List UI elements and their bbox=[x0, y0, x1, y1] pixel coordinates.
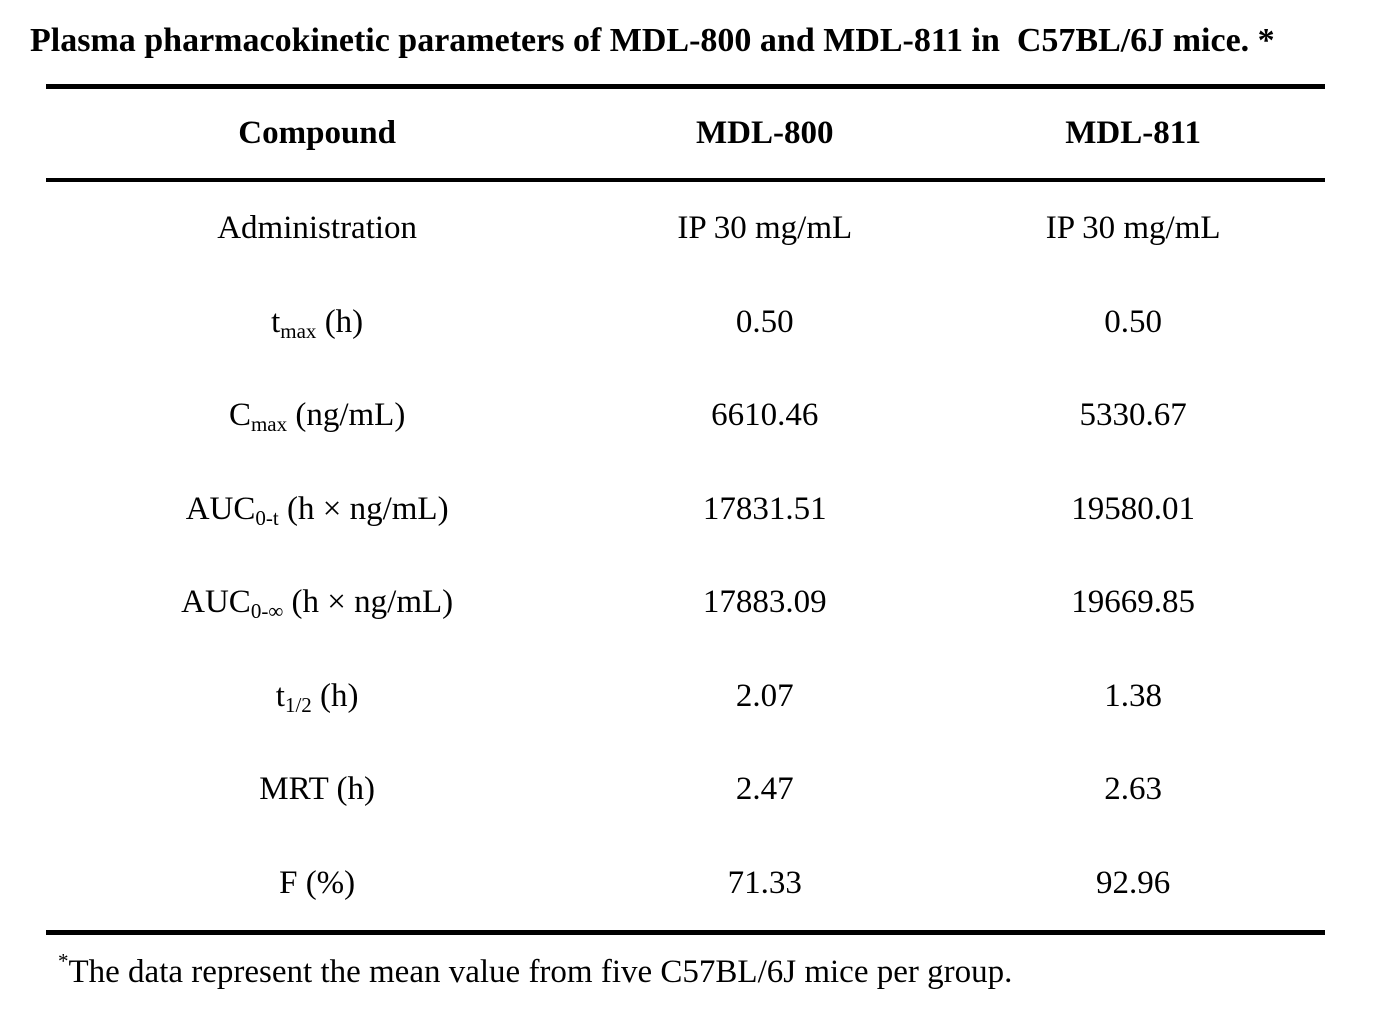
mdl811-value: 5330.67 bbox=[1079, 397, 1187, 434]
footnote-marker: * bbox=[58, 949, 69, 973]
param-label-sub: max bbox=[250, 412, 288, 437]
mdl811-value: 92.96 bbox=[1096, 864, 1171, 901]
mdl800-value: IP 30 mg/mL bbox=[677, 210, 853, 247]
mdl800-value: 0.50 bbox=[735, 303, 794, 340]
param-label: Cmax (ng/mL) bbox=[46, 397, 588, 437]
param-label: Administration bbox=[46, 210, 588, 247]
param-label: F (%) bbox=[46, 865, 588, 902]
param-label-unit: (h) bbox=[311, 677, 359, 714]
header-compound: Compound bbox=[238, 115, 396, 151]
mdl800-value: 2.07 bbox=[735, 677, 794, 714]
table-row-f: F (%) 71.33 92.96 bbox=[46, 837, 1325, 931]
table-bottom-rule bbox=[46, 930, 1325, 935]
table-top-rule bbox=[46, 84, 1325, 89]
table-header-rule bbox=[46, 178, 1325, 182]
param-label-text: F (%) bbox=[279, 864, 356, 901]
mdl800-value: 17883.09 bbox=[702, 584, 827, 621]
table-row-auc0inf: AUC0-∞ (h × ng/mL) 17883.09 19669.85 bbox=[46, 556, 1325, 650]
mdl811-value: 2.63 bbox=[1104, 771, 1162, 808]
param-label: t1/2 (h) bbox=[46, 677, 588, 717]
param-label-sub: 1/2 bbox=[284, 692, 312, 717]
param-label-unit: (h) bbox=[316, 303, 364, 340]
param-label-unit: (h × ng/mL) bbox=[278, 490, 449, 527]
table-row-administration: Administration IP 30 mg/mL IP 30 mg/mL bbox=[46, 182, 1325, 276]
table-row-mrt: MRT (h) 2.47 2.63 bbox=[46, 743, 1325, 837]
param-label: AUC0-∞ (h × ng/mL) bbox=[46, 584, 588, 624]
mdl800-value: 6610.46 bbox=[711, 397, 819, 434]
mdl811-value: IP 30 mg/mL bbox=[1045, 210, 1221, 247]
param-label: AUC0-t (h × ng/mL) bbox=[46, 490, 588, 530]
table-row-tmax: tmax (h) 0.50 0.50 bbox=[46, 276, 1325, 370]
pk-parameters-table: Compound MDL-800 MDL-811 Administration … bbox=[46, 84, 1325, 935]
param-label-sub: 0-t bbox=[255, 505, 279, 530]
param-label-text: AUC bbox=[185, 490, 256, 527]
param-label-text: C bbox=[228, 397, 251, 434]
param-label-unit: (ng/mL) bbox=[287, 397, 406, 434]
table-row-auc0t: AUC0-t (h × ng/mL) 17831.51 19580.01 bbox=[46, 463, 1325, 557]
table-footnote: *The data represent the mean value from … bbox=[58, 951, 1013, 991]
mdl800-value: 17831.51 bbox=[702, 490, 827, 527]
mdl811-value: 19669.85 bbox=[1071, 584, 1195, 621]
mdl811-value: 0.50 bbox=[1104, 303, 1162, 340]
table-header-row: Compound MDL-800 MDL-811 bbox=[46, 89, 1325, 178]
param-label-text: Administration bbox=[217, 210, 418, 247]
mdl800-value: 2.47 bbox=[735, 771, 794, 808]
param-label-text: AUC bbox=[181, 584, 251, 621]
mdl811-value: 1.38 bbox=[1104, 677, 1162, 714]
param-label-text: t bbox=[271, 303, 281, 340]
param-label-sub: 0-∞ bbox=[250, 599, 284, 624]
header-mdl811: MDL-811 bbox=[1065, 115, 1201, 151]
param-label-text: MRT (h) bbox=[259, 771, 375, 808]
mdl800-value: 71.33 bbox=[727, 864, 802, 901]
table-row-cmax: Cmax (ng/mL) 6610.46 5330.67 bbox=[46, 369, 1325, 463]
param-label: MRT (h) bbox=[46, 771, 588, 808]
mdl811-value: 19580.01 bbox=[1071, 490, 1195, 527]
header-mdl800: MDL-800 bbox=[696, 115, 834, 151]
table-title: Plasma pharmacokinetic parameters of MDL… bbox=[30, 22, 1275, 59]
param-label-text: t bbox=[275, 677, 285, 714]
footnote-text: The data represent the mean value from f… bbox=[68, 954, 1013, 990]
table-row-thalf: t1/2 (h) 2.07 1.38 bbox=[46, 650, 1325, 744]
param-label-sub: max bbox=[280, 318, 317, 343]
param-label-unit: (h × ng/mL) bbox=[283, 584, 454, 621]
param-label: tmax (h) bbox=[46, 303, 588, 343]
